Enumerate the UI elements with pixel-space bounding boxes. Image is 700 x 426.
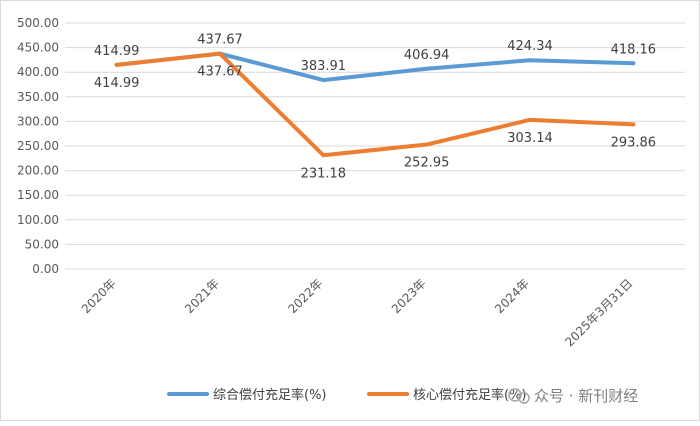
y-tick-label: 400.00 (17, 65, 59, 79)
legend: 综合偿付充足率(%) 核心偿付充足率(%) (167, 387, 527, 403)
series-line-1 (114, 51, 636, 158)
data-point (424, 66, 429, 71)
y-tick-label: 450.00 (17, 41, 59, 55)
gridlines (65, 22, 685, 270)
data-point (528, 58, 532, 63)
data-label: 414.99 (94, 44, 140, 59)
data-point (631, 61, 636, 66)
data-labels: 414.99 437.67 383.91 406.94 424.34 418.16 414.… (94, 33, 656, 182)
watermark: 众号 · 新刊财经 (508, 387, 638, 405)
data-label: 437.67 (197, 33, 243, 48)
y-tick-label: 100.00 (17, 213, 59, 227)
legend-label: 核心偿付充足率(%) (413, 387, 527, 403)
data-point (321, 153, 326, 158)
data-label: 303.14 (507, 131, 553, 146)
data-point (321, 78, 326, 83)
x-tick-label: 2022年 (285, 276, 325, 316)
data-point (114, 62, 119, 67)
data-point (424, 142, 429, 147)
y-tick-label: 50.00 (25, 237, 59, 251)
data-label: 293.86 (611, 135, 657, 150)
x-tick-label: 2021年 (182, 276, 222, 316)
y-tick-label: 150.00 (17, 188, 59, 202)
data-label: 424.34 (507, 39, 553, 54)
wechat-icon (508, 388, 530, 404)
data-label: 418.16 (611, 42, 657, 57)
data-label: 437.67 (197, 65, 243, 80)
data-label: 406.94 (404, 48, 450, 63)
data-label: 383.91 (301, 59, 347, 74)
x-tick-label: 2020年 (79, 276, 119, 316)
data-point (218, 51, 222, 56)
y-axis-ticks: 0.00 50.00 100.00 150.00 200.00 250.00 300.00 3… (17, 16, 59, 276)
x-tick-label: 2025年3月31日 (562, 276, 635, 349)
data-point (528, 117, 532, 122)
data-point (631, 122, 636, 127)
series-lines (114, 51, 636, 158)
data-label: 231.18 (301, 166, 347, 181)
y-tick-label: 200.00 (17, 164, 59, 178)
x-axis-ticks: 2020年 2021年 2022年 2023年 2024年 2025年3月31日 (79, 276, 636, 349)
y-tick-label: 300.00 (17, 114, 59, 128)
x-tick-label: 2024年 (492, 276, 532, 316)
y-tick-label: 0.00 (32, 262, 59, 276)
legend-label: 综合偿付充足率(%) (213, 387, 327, 403)
x-tick-label: 2023年 (389, 276, 429, 316)
watermark-text: 众号 · 新刊财经 (534, 387, 638, 405)
data-label: 252.95 (404, 156, 450, 171)
y-tick-label: 350.00 (17, 90, 59, 104)
y-tick-label: 250.00 (17, 139, 59, 153)
y-tick-label: 500.00 (17, 16, 59, 30)
data-label: 414.99 (94, 76, 140, 91)
